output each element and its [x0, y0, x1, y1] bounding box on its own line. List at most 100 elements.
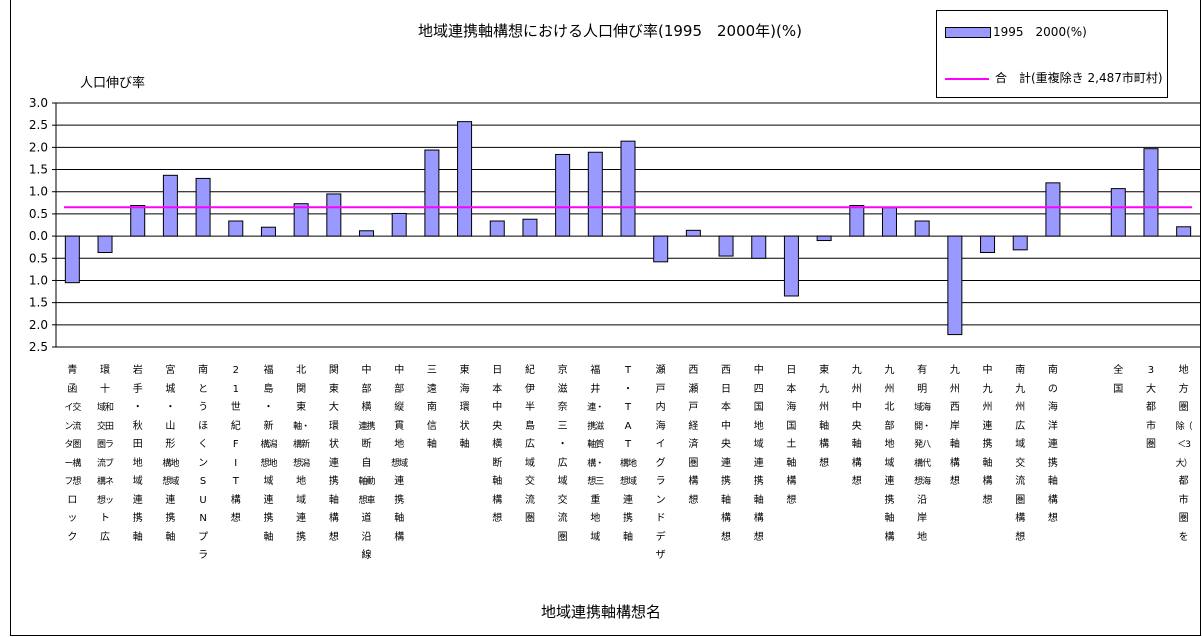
- x-category-char: 除（: [1175, 421, 1193, 432]
- x-category-char: 軸・: [293, 421, 310, 432]
- x-category-char: 函: [67, 383, 78, 395]
- x-category-char: 圏: [1178, 513, 1189, 524]
- x-category-char: 域海: [914, 403, 931, 413]
- x-category-label: 九州北部地域連携軸構: [881, 362, 897, 547]
- x-category-char: 携: [623, 513, 633, 524]
- x-category-char: 構: [328, 513, 339, 524]
- x-category-label: 西瀬戸経済圏構想: [685, 362, 701, 510]
- x-category-char: F: [232, 439, 239, 450]
- x-category-char: 九: [982, 383, 993, 395]
- x-category-char: 地: [394, 439, 405, 450]
- x-category-char: 連: [982, 420, 993, 432]
- x-category-char: 州: [851, 383, 862, 395]
- x-category-char: 中: [721, 420, 732, 432]
- x-category-char: 東: [459, 365, 470, 376]
- x-category-char: 線: [361, 550, 372, 561]
- x-category-char: 携: [296, 531, 307, 543]
- x-category-label: 中部縦貫地想域連携軸構: [391, 362, 408, 547]
- x-category-char: 奈: [557, 402, 568, 413]
- bar: [489, 220, 505, 237]
- x-category-char: 域: [884, 457, 895, 469]
- x-category-char: T: [624, 439, 632, 450]
- x-category-char: 関: [296, 383, 307, 395]
- x-category-char: 想: [819, 457, 830, 469]
- x-category-char: 構代: [914, 458, 931, 469]
- x-category-label: 日本海国土軸構想: [783, 362, 799, 510]
- x-category-char: 日: [786, 365, 797, 376]
- x-category-char: 全: [1113, 365, 1124, 376]
- bar: [555, 153, 571, 237]
- x-category-char: 軸: [426, 439, 437, 450]
- x-category-char: 構: [230, 494, 241, 506]
- x-category-char: 軸: [1047, 476, 1058, 487]
- x-category-char: ク: [67, 531, 78, 543]
- x-category-label: 地方圏除（ ＜3 大）都市圏を: [1176, 362, 1193, 547]
- x-category-char: 井: [590, 383, 601, 395]
- x-category-char: 国: [753, 402, 764, 413]
- bar: [522, 218, 538, 237]
- x-category-char: 滋: [557, 383, 568, 395]
- y-tick-label: 2.0: [29, 318, 48, 332]
- x-category-char: 想: [688, 494, 699, 506]
- x-category-char: 重: [590, 494, 601, 506]
- x-category-char: 環: [459, 402, 470, 413]
- x-category-char: プ: [198, 531, 209, 543]
- x-category-char: う: [198, 402, 209, 413]
- bar: [587, 151, 603, 237]
- x-category-char: 福: [590, 365, 601, 376]
- x-category-char: 圏: [557, 531, 568, 543]
- x-category-char: 広: [100, 531, 111, 543]
- x-category-char: 洋: [1047, 420, 1058, 432]
- x-category-char: 西: [949, 402, 960, 413]
- bar: [326, 193, 342, 237]
- x-category-char: U: [199, 494, 207, 506]
- x-category-char: 明: [917, 383, 928, 395]
- x-category-char: 構: [949, 457, 960, 469]
- x-category-char: 方: [1178, 383, 1189, 395]
- x-category-char: 地: [884, 439, 895, 450]
- x-category-char: 域: [132, 476, 143, 487]
- x-category-char: 国: [1113, 383, 1124, 395]
- x-category-char: 軸動: [358, 477, 375, 487]
- x-category-char: 想: [230, 513, 241, 524]
- x-category-label: 全国: [1110, 362, 1126, 399]
- bar: [718, 235, 734, 257]
- x-category-char: 圏: [524, 513, 535, 524]
- x-category-char: の: [1047, 383, 1058, 395]
- x-category-char: 軸: [884, 513, 895, 524]
- x-category-char: 十: [100, 383, 111, 395]
- bar: [947, 235, 963, 336]
- x-category-char: 九: [819, 383, 830, 395]
- x-category-char: 北: [296, 365, 307, 376]
- x-category-label: 中部横連携断自軸動 想車道沿線: [358, 362, 375, 566]
- x-category-char: 地: [753, 420, 764, 432]
- x-category-char: 携: [132, 513, 143, 524]
- x-category-char: 四: [753, 383, 764, 395]
- x-category-char: 伊: [524, 383, 535, 395]
- x-category-char: 東: [328, 383, 339, 395]
- x-category-char: 圏: [1015, 494, 1026, 506]
- x-category-char: 大: [1145, 383, 1156, 395]
- y-tick-label: 0.5: [29, 207, 48, 221]
- x-category-char: N: [199, 513, 207, 524]
- x-category-char: 地: [132, 457, 143, 469]
- legend-entry-bars: 1995 2000(%): [945, 23, 1087, 40]
- x-category-char: を: [1178, 531, 1189, 543]
- x-category-char: 経: [688, 420, 699, 432]
- y-tick-label: 2.0: [29, 140, 48, 154]
- x-category-char: 南: [1047, 365, 1058, 376]
- x-category-char: ・: [263, 402, 274, 413]
- bar: [293, 203, 309, 237]
- bar: [457, 121, 473, 237]
- x-category-label: 西日本中央連携軸構想: [718, 362, 734, 547]
- x-category-char: 構地: [162, 458, 179, 469]
- bar: [783, 235, 799, 297]
- bar: [620, 140, 636, 237]
- x-category-char: 携: [394, 494, 405, 506]
- x-category-char: 軸: [753, 494, 764, 506]
- x-category-char: 本: [786, 383, 797, 395]
- x-category-char: 大）: [1175, 458, 1193, 469]
- x-category-char: 連: [328, 457, 339, 469]
- x-category-char: 岸: [949, 420, 960, 432]
